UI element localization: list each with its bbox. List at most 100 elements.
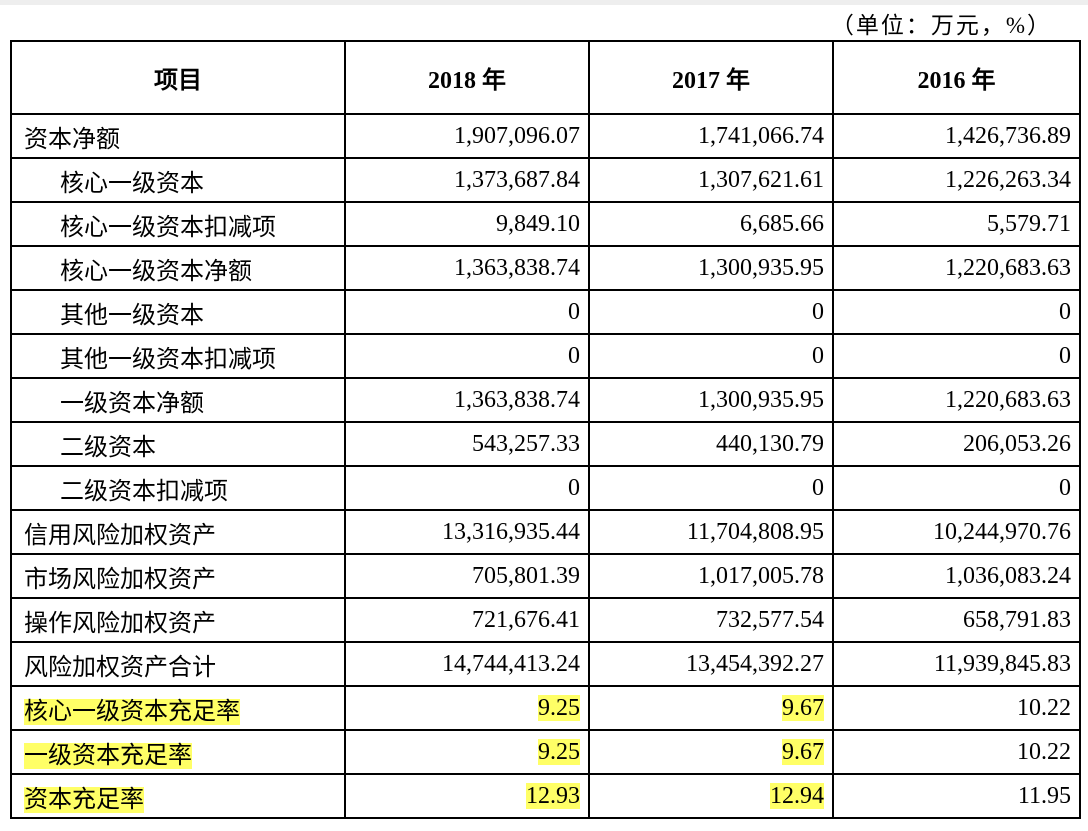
value: 9.67 <box>782 738 824 765</box>
row-label: 二级资本扣减项 <box>60 478 228 505</box>
value-cell: 705,801.39 <box>344 553 590 599</box>
table-row: 一级资本净额 1,363,838.74 1,300,935.95 1,220,683.… <box>10 377 1081 423</box>
value: 732,577.54 <box>716 606 824 633</box>
row-label-cell: 其他一级资本 <box>10 289 346 335</box>
value: 206,053.26 <box>963 430 1071 457</box>
row-label-cell: 市场风险加权资产 <box>10 553 346 599</box>
row-label: 风险加权资产合计 <box>24 654 216 681</box>
value-cell: 0 <box>588 465 834 511</box>
value: 9.25 <box>538 738 580 765</box>
value-cell: 0 <box>832 333 1081 379</box>
value: 10.22 <box>1017 738 1071 765</box>
value-cell: 6,685.66 <box>588 201 834 247</box>
value-cell: 9.67 <box>588 729 834 775</box>
value: 6,685.66 <box>740 210 824 237</box>
value-cell: 440,130.79 <box>588 421 834 467</box>
value: 721,676.41 <box>472 606 580 633</box>
value-cell: 1,300,935.95 <box>588 245 834 291</box>
value-cell: 1,220,683.63 <box>832 377 1081 423</box>
value-cell: 543,257.33 <box>344 421 590 467</box>
row-label: 核心一级资本充足率 <box>24 698 240 725</box>
row-label: 核心一级资本 <box>60 170 204 197</box>
value-cell: 10.22 <box>832 685 1081 731</box>
value: 10.22 <box>1017 694 1071 721</box>
value-cell: 658,791.83 <box>832 597 1081 643</box>
value: 1,373,687.84 <box>454 166 580 193</box>
row-label-cell: 其他一级资本扣减项 <box>10 333 346 379</box>
value: 14,744,413.24 <box>442 650 580 677</box>
table-row: 核心一级资本净额 1,363,838.74 1,300,935.95 1,220,68… <box>10 245 1081 291</box>
value-cell: 1,363,838.74 <box>344 245 590 291</box>
value: 1,300,935.95 <box>698 254 824 281</box>
value-cell: 1,373,687.84 <box>344 157 590 203</box>
value-cell: 1,220,683.63 <box>832 245 1081 291</box>
value-cell: 0 <box>832 465 1081 511</box>
value-cell: 11,704,808.95 <box>588 509 834 555</box>
table-row: 资本充足率 12.93 12.94 11.95 <box>10 773 1081 819</box>
value-cell: 13,454,392.27 <box>588 641 834 687</box>
value: 0 <box>568 342 580 369</box>
row-label-cell: 信用风险加权资产 <box>10 509 346 555</box>
table-row: 核心一级资本充足率 9.25 9.67 10.22 <box>10 685 1081 731</box>
value: 0 <box>812 474 824 501</box>
value-cell: 0 <box>832 289 1081 335</box>
capital-table: 项目 2018 年 2017 年 2016 年 资本净额 1,907,096.07 1,7… <box>10 40 1081 819</box>
row-label: 其他一级资本扣减项 <box>60 346 276 373</box>
row-label: 操作风险加权资产 <box>24 610 216 637</box>
value: 543,257.33 <box>472 430 580 457</box>
table-row: 其他一级资本扣减项 0 0 0 <box>10 333 1081 379</box>
value: 1,363,838.74 <box>454 386 580 413</box>
value: 13,454,392.27 <box>686 650 824 677</box>
value-cell: 14,744,413.24 <box>344 641 590 687</box>
value: 0 <box>812 298 824 325</box>
value-cell: 9.25 <box>344 685 590 731</box>
value-cell: 0 <box>344 465 590 511</box>
value-cell: 9,849.10 <box>344 201 590 247</box>
value: 9.25 <box>538 694 580 721</box>
row-label: 其他一级资本 <box>60 302 204 329</box>
value: 0 <box>568 474 580 501</box>
row-label: 二级资本 <box>60 434 156 461</box>
row-label-cell: 二级资本扣减项 <box>10 465 346 511</box>
value-cell: 1,907,096.07 <box>344 113 590 159</box>
value: 1,300,935.95 <box>698 386 824 413</box>
value: 1,307,621.61 <box>698 166 824 193</box>
value-cell: 732,577.54 <box>588 597 834 643</box>
value: 11.95 <box>1017 782 1071 809</box>
row-label: 核心一级资本净额 <box>60 258 252 285</box>
row-label-cell: 核心一级资本充足率 <box>10 685 346 731</box>
row-label-cell: 风险加权资产合计 <box>10 641 346 687</box>
row-label-cell: 操作风险加权资产 <box>10 597 346 643</box>
row-label-cell: 核心一级资本 <box>10 157 346 203</box>
header-cell: 2017 年 <box>588 40 834 115</box>
top-band <box>0 0 1088 5</box>
value-cell: 1,426,736.89 <box>832 113 1081 159</box>
value-cell: 1,226,263.34 <box>832 157 1081 203</box>
value: 1,426,736.89 <box>945 122 1071 149</box>
value: 11,939,845.83 <box>933 650 1071 677</box>
value-cell: 11.95 <box>832 773 1081 819</box>
row-label: 一级资本充足率 <box>24 742 192 769</box>
value: 0 <box>1059 298 1071 325</box>
header-cell: 2016 年 <box>832 40 1081 115</box>
value-cell: 1,017,005.78 <box>588 553 834 599</box>
table-row: 信用风险加权资产 13,316,935.44 11,704,808.95 10,244… <box>10 509 1081 555</box>
value-cell: 1,363,838.74 <box>344 377 590 423</box>
value: 1,363,838.74 <box>454 254 580 281</box>
value-cell: 1,741,066.74 <box>588 113 834 159</box>
value-cell: 0 <box>344 289 590 335</box>
value: 11,704,808.95 <box>686 518 824 545</box>
value-cell: 0 <box>588 333 834 379</box>
table-row: 风险加权资产合计 14,744,413.24 13,454,392.27 11,939… <box>10 641 1081 687</box>
value: 1,220,683.63 <box>945 254 1071 281</box>
row-label: 资本净额 <box>24 126 120 153</box>
row-label-cell: 一级资本净额 <box>10 377 346 423</box>
value: 1,907,096.07 <box>454 122 580 149</box>
row-label-cell: 二级资本 <box>10 421 346 467</box>
value-cell: 10.22 <box>832 729 1081 775</box>
value-cell: 721,676.41 <box>344 597 590 643</box>
value: 13,316,935.44 <box>442 518 580 545</box>
table-row: 二级资本 543,257.33 440,130.79 206,053.26 <box>10 421 1081 467</box>
table-row: 操作风险加权资产 721,676.41 732,577.54 658,791.83 <box>10 597 1081 643</box>
